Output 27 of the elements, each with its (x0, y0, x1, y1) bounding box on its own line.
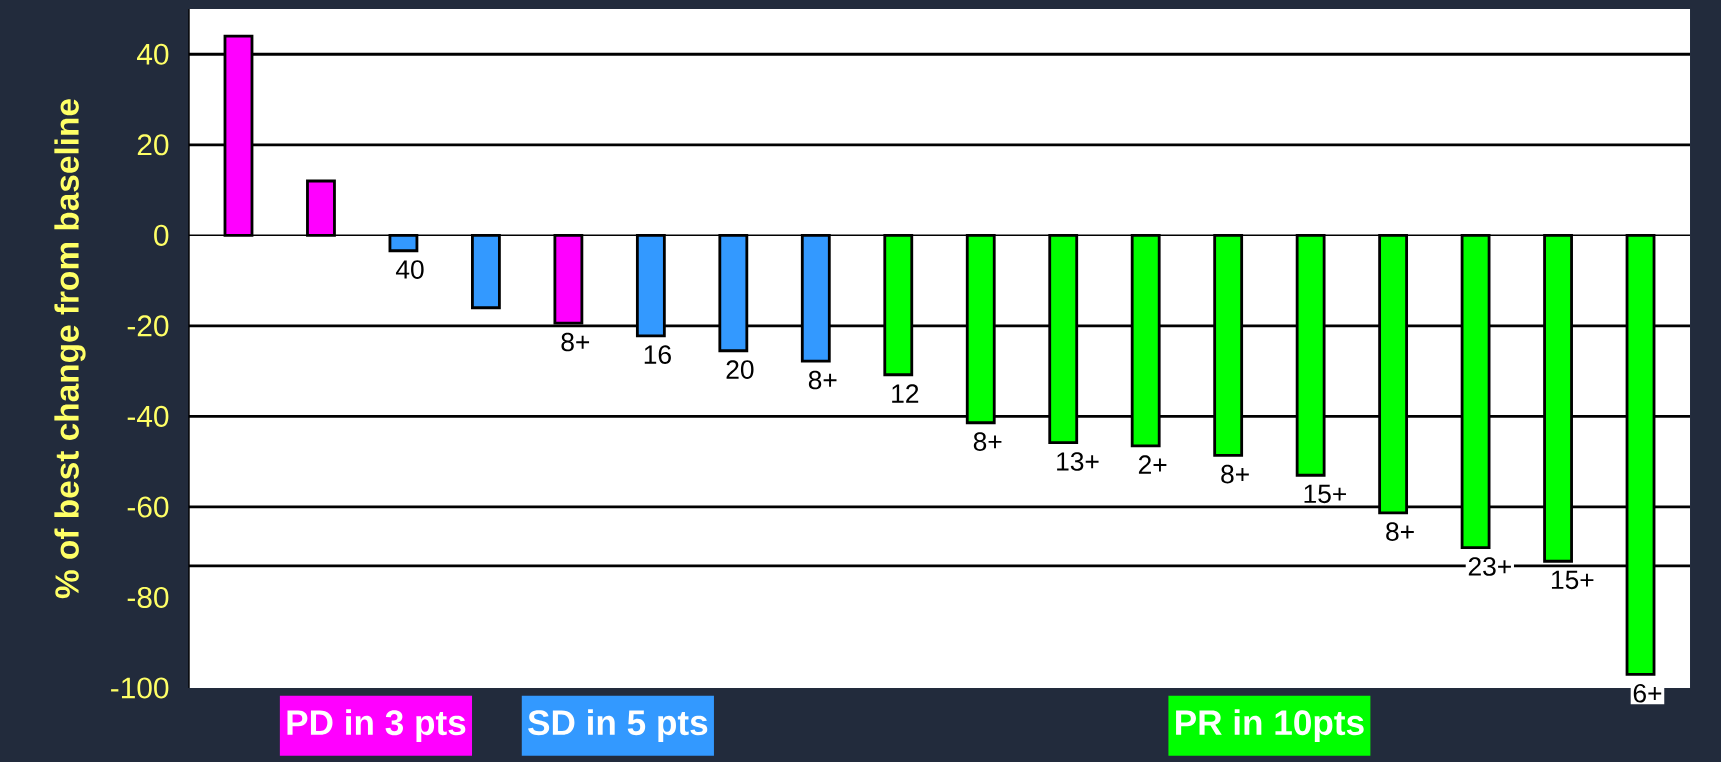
text: PD in 3 pts (287, 709, 466, 743)
text: 8+ (1386, 522, 1414, 541)
y-axis-title: % of best change from baseline (54, 99, 86, 599)
y-tick-label: -100 (111, 677, 169, 699)
text: 8+ (561, 332, 590, 352)
y-tick-label: -60 (127, 496, 169, 518)
text: SD in 5 pts (528, 709, 708, 743)
text: 8+ (973, 432, 1002, 451)
text: 15+ (1304, 484, 1346, 504)
text: 15+ (1551, 570, 1594, 590)
text: 13+ (1057, 452, 1099, 471)
text: 20 (726, 360, 754, 379)
text: 23+ (1468, 557, 1511, 576)
text: 40 (395, 260, 424, 279)
text: PR in 10pts (1176, 709, 1364, 743)
y-tick-label: -80 (127, 586, 169, 609)
text: 6+ (1633, 683, 1662, 703)
y-tick-label: -40 (127, 405, 169, 427)
y-tick-label: -20 (127, 315, 169, 337)
y-tick-label: 20 (137, 134, 169, 156)
y-tick-label: 40 (136, 43, 169, 65)
text: 2+ (1138, 455, 1167, 474)
text: 8+ (808, 370, 837, 390)
text: 8+ (1221, 464, 1249, 484)
text: 16 (644, 345, 671, 364)
y-tick-label: 0 (154, 224, 169, 246)
text: 12 (892, 384, 919, 403)
